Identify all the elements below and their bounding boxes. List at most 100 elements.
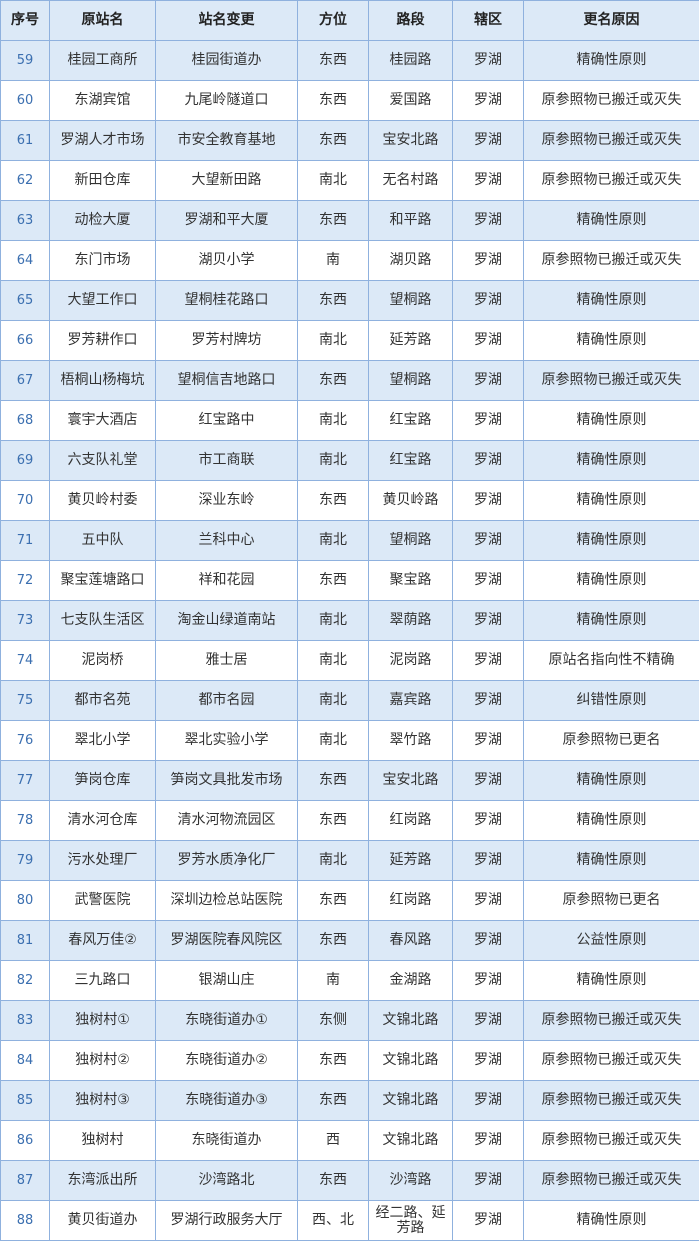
- table-cell: 东西: [297, 200, 369, 241]
- table-row: 62 新田仓库 大望新田路 南北 无名村路 罗湖 原参照物已搬迁或灭失: [0, 160, 699, 201]
- table-cell: 翠北小学: [49, 720, 156, 761]
- table-cell: 新田仓库: [49, 160, 156, 201]
- table-cell: 东西: [297, 920, 369, 961]
- table-cell: 精确性原则: [523, 560, 699, 601]
- row-number: 79: [0, 840, 50, 881]
- table-cell: 罗湖: [452, 760, 524, 801]
- table-cell: 泥岗桥: [49, 640, 156, 681]
- table-cell: 南北: [297, 520, 369, 561]
- table-cell: 东湖宾馆: [49, 80, 156, 121]
- table-cell: 东西: [297, 1080, 369, 1121]
- table-row: 75 都市名苑 都市名园 南北 嘉宾路 罗湖 纠错性原则: [0, 680, 699, 721]
- table-cell: 淘金山绿道南站: [155, 600, 298, 641]
- table-cell: 红岗路: [368, 800, 453, 841]
- table-cell: 望桐信吉地路口: [155, 360, 298, 401]
- table-cell: 东西: [297, 800, 369, 841]
- table-cell: 清水河仓库: [49, 800, 156, 841]
- row-number: 70: [0, 480, 50, 521]
- row-number: 72: [0, 560, 50, 601]
- table-cell: 大望新田路: [155, 160, 298, 201]
- table-cell: 南: [297, 240, 369, 281]
- table-cell: 原参照物已搬迁或灭失: [523, 120, 699, 161]
- table-cell: 春风路: [368, 920, 453, 961]
- table-cell: 独树村②: [49, 1040, 156, 1081]
- table-row: 66 罗芳耕作口 罗芳村牌坊 南北 延芳路 罗湖 精确性原则: [0, 320, 699, 361]
- table-cell: 南北: [297, 720, 369, 761]
- header-row: 序号 原站名 站名变更 方位 路段 辖区 更名原因: [0, 0, 699, 41]
- table-row: 72 聚宝莲塘路口 祥和花园 东西 聚宝路 罗湖 精确性原则: [0, 560, 699, 601]
- header-cell: 原站名: [49, 0, 156, 41]
- table-cell: 笋岗仓库: [49, 760, 156, 801]
- table-cell: 宝安北路: [368, 760, 453, 801]
- table-row: 86 独树村 东晓街道办西文锦北路 罗湖 原参照物已搬迁或灭失: [0, 1120, 699, 1161]
- table-cell: 红宝路中: [155, 400, 298, 441]
- table-cell: 东西: [297, 360, 369, 401]
- header-cell: 辖区: [452, 0, 524, 41]
- table-cell: 翠北实验小学: [155, 720, 298, 761]
- row-number: 71: [0, 520, 50, 561]
- table-cell: 南北: [297, 640, 369, 681]
- table-cell: 望桐路: [368, 360, 453, 401]
- table-cell: 湖贝小学: [155, 240, 298, 281]
- table-cell: 红宝路: [368, 440, 453, 481]
- table-row: 77 笋岗仓库 笋岗文具批发市场 东西 宝安北路 罗湖 精确性原则: [0, 760, 699, 801]
- table-cell: 西: [297, 1120, 369, 1161]
- row-number: 68: [0, 400, 50, 441]
- row-number: 83: [0, 1000, 50, 1041]
- table-cell: 延芳路: [368, 320, 453, 361]
- table-row: 88 黄贝街道办 罗湖行政服务大厅 西、北 经二路、延芳路 罗湖 精确性原则: [0, 1200, 699, 1241]
- table-cell: 罗湖: [452, 80, 524, 121]
- table-cell: 宝安北路: [368, 120, 453, 161]
- table-row: 63 动检大厦 罗湖和平大厦 东西 和平路 罗湖 精确性原则: [0, 200, 699, 241]
- table-cell: 南北: [297, 400, 369, 441]
- table-cell: 南北: [297, 840, 369, 881]
- table-row: 60 东湖宾馆 九尾岭隧道口 东西 爱国路 罗湖 原参照物已搬迁或灭失: [0, 80, 699, 121]
- table-cell: 精确性原则: [523, 200, 699, 241]
- row-number: 67: [0, 360, 50, 401]
- header-cell: 方位: [297, 0, 369, 41]
- table-cell: 嘉宾路: [368, 680, 453, 721]
- table-row: 65 大望工作口 望桐桂花路口 东西 望桐路 罗湖 精确性原则: [0, 280, 699, 321]
- table-cell: 罗湖: [452, 640, 524, 681]
- row-number: 80: [0, 880, 50, 921]
- table-cell: 银湖山庄: [155, 960, 298, 1001]
- table-cell: 罗湖: [452, 1160, 524, 1201]
- table-cell: 望桐桂花路口: [155, 280, 298, 321]
- table-cell: 望桐路: [368, 520, 453, 561]
- table-cell: 罗湖人才市场: [49, 120, 156, 161]
- row-number: 76: [0, 720, 50, 761]
- table-cell: 罗湖: [452, 280, 524, 321]
- row-number: 85: [0, 1080, 50, 1121]
- table-cell: 七支队生活区: [49, 600, 156, 641]
- table-cell: 东西: [297, 80, 369, 121]
- row-number: 66: [0, 320, 50, 361]
- table-cell: 武警医院: [49, 880, 156, 921]
- table-cell: 原参照物已搬迁或灭失: [523, 1160, 699, 1201]
- table-cell: 罗湖: [452, 1120, 524, 1161]
- table-cell: 大望工作口: [49, 280, 156, 321]
- table-cell: 精确性原则: [523, 760, 699, 801]
- table-row: 81 春风万佳② 罗湖医院春风院区 东西 春风路 罗湖 公益性原则: [0, 920, 699, 961]
- table-cell: 罗湖: [452, 440, 524, 481]
- table-body: 59 桂园工商所 桂园街道办 东西 桂园路 罗湖 精确性原则 60 东湖宾馆 九尾岭隧道口 东西 爱国…: [0, 40, 699, 1241]
- row-number: 84: [0, 1040, 50, 1081]
- table-cell: 东晓街道办②: [155, 1040, 298, 1081]
- table-cell: 都市名园: [155, 680, 298, 721]
- table-row: 85 独树村③ 东晓街道办③ 东西 文锦北路 罗湖 原参照物已搬迁或灭失: [0, 1080, 699, 1121]
- table-row: 59 桂园工商所 桂园街道办 东西 桂园路 罗湖 精确性原则: [0, 40, 699, 81]
- table-cell: 原参照物已更名: [523, 720, 699, 761]
- table-cell: 东西: [297, 280, 369, 321]
- row-number: 65: [0, 280, 50, 321]
- table-cell: 原参照物已搬迁或灭失: [523, 240, 699, 281]
- table-cell: 精确性原则: [523, 960, 699, 1001]
- table-cell: 南: [297, 960, 369, 1001]
- table-cell: 原参照物已搬迁或灭失: [523, 360, 699, 401]
- table-cell: 翠荫路: [368, 600, 453, 641]
- table-cell: 东晓街道办: [155, 1120, 298, 1161]
- table-cell: 东门市场: [49, 240, 156, 281]
- table-row: 76 翠北小学 翠北实验小学 南北 翠竹路 罗湖 原参照物已更名: [0, 720, 699, 761]
- table-cell: 罗湖: [452, 480, 524, 521]
- header-cell: 站名变更: [155, 0, 298, 41]
- table-cell: 爱国路: [368, 80, 453, 121]
- table-cell: 精确性原则: [523, 600, 699, 641]
